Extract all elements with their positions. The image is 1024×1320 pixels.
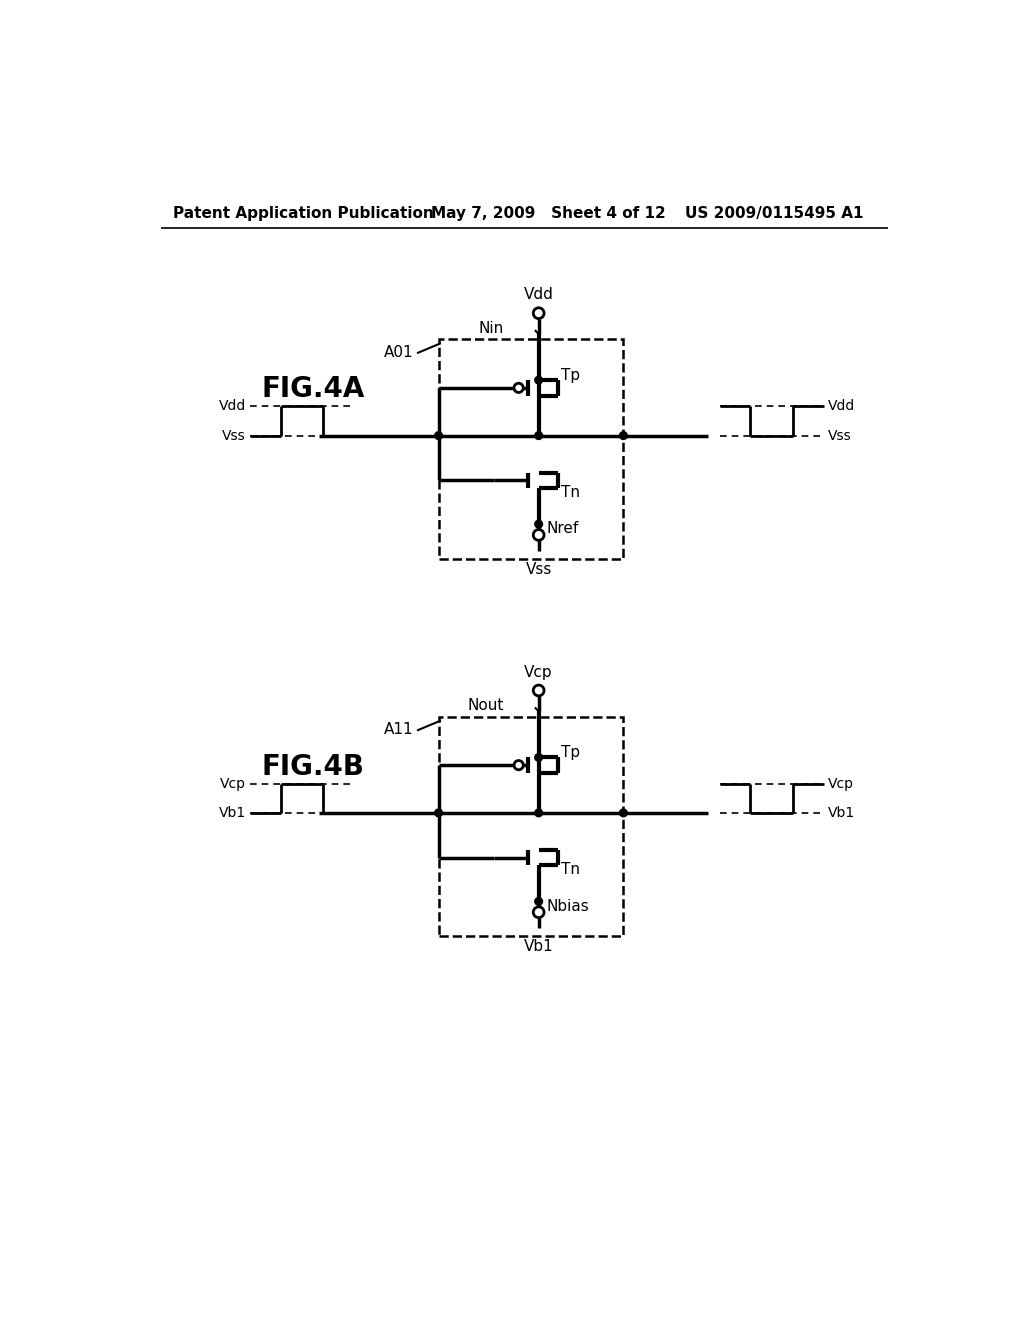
Circle shape xyxy=(535,754,543,762)
Text: Vdd: Vdd xyxy=(219,400,246,413)
Text: Vb1: Vb1 xyxy=(219,807,246,820)
Text: Tp: Tp xyxy=(561,368,581,383)
Text: May 7, 2009   Sheet 4 of 12: May 7, 2009 Sheet 4 of 12 xyxy=(431,206,666,222)
Text: FIG.4A: FIG.4A xyxy=(261,375,365,404)
Text: Vcp: Vcp xyxy=(524,665,553,680)
Text: US 2009/0115495 A1: US 2009/0115495 A1 xyxy=(685,206,863,222)
Text: Vdd: Vdd xyxy=(523,288,554,302)
Circle shape xyxy=(535,376,543,384)
Text: Vb1: Vb1 xyxy=(827,807,855,820)
Text: Patent Application Publication: Patent Application Publication xyxy=(173,206,433,222)
Text: Vss: Vss xyxy=(222,429,246,442)
Text: FIG.4B: FIG.4B xyxy=(261,752,365,780)
Circle shape xyxy=(534,685,544,696)
Text: Nin: Nin xyxy=(479,321,504,337)
Circle shape xyxy=(435,432,442,440)
Circle shape xyxy=(514,383,523,392)
Text: Vdd: Vdd xyxy=(827,400,855,413)
Circle shape xyxy=(534,529,544,540)
Circle shape xyxy=(535,432,543,440)
Circle shape xyxy=(535,898,543,906)
Text: Nout: Nout xyxy=(468,698,504,713)
Circle shape xyxy=(620,809,628,817)
Text: Vcp: Vcp xyxy=(827,776,853,791)
Circle shape xyxy=(535,520,543,528)
Text: Vcp: Vcp xyxy=(220,776,246,791)
Text: Tp: Tp xyxy=(561,746,581,760)
Text: Nref: Nref xyxy=(547,521,579,536)
Circle shape xyxy=(620,432,628,440)
Text: Vb1: Vb1 xyxy=(524,940,554,954)
Text: Nbias: Nbias xyxy=(547,899,589,913)
Circle shape xyxy=(435,809,442,817)
Text: Tn: Tn xyxy=(561,862,580,878)
Text: A01: A01 xyxy=(384,345,414,360)
Circle shape xyxy=(514,760,523,770)
Circle shape xyxy=(535,809,543,817)
Circle shape xyxy=(534,907,544,917)
Text: Tn: Tn xyxy=(561,484,580,500)
Circle shape xyxy=(534,308,544,318)
Bar xyxy=(438,717,624,936)
Text: A11: A11 xyxy=(384,722,414,738)
Text: Vss: Vss xyxy=(827,429,851,442)
Bar xyxy=(438,339,624,558)
Text: Vss: Vss xyxy=(525,562,552,577)
